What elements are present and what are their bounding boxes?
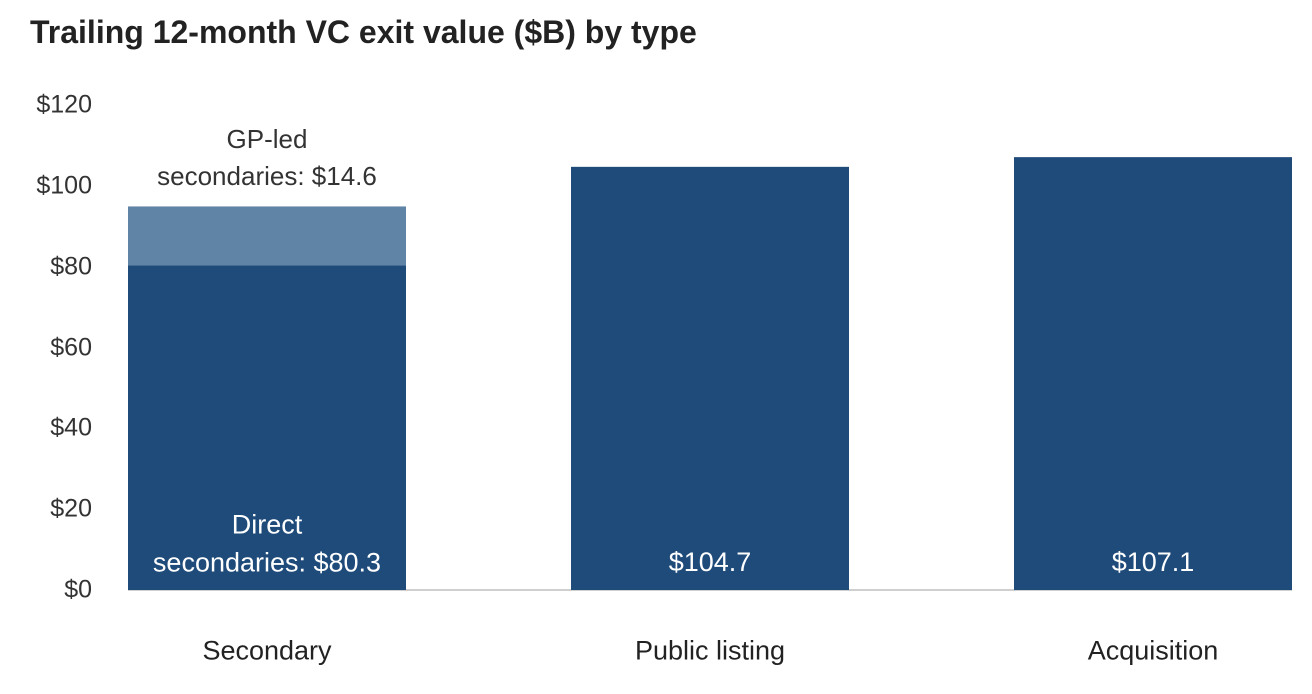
bar-segment (128, 265, 406, 590)
value-label: $107.1 (1111, 547, 1195, 578)
y-tick-label: $40 (50, 413, 92, 442)
y-tick-label: $0 (64, 575, 92, 604)
y-tick-label: $120 (36, 90, 92, 119)
y-tick-label: $80 (50, 252, 92, 281)
x-tick-label: Secondary (202, 635, 332, 666)
x-tick-label: Acquisition (1087, 635, 1219, 666)
bar-segment (128, 206, 406, 266)
value-label: Direct secondaries: $80.3 (152, 509, 382, 578)
y-tick-label: $60 (50, 333, 92, 361)
x-tick-label: Public listing (634, 635, 786, 666)
bar-segment (571, 166, 849, 590)
y-tick-label: $20 (50, 494, 92, 523)
chart-title: Trailing 12-month VC exit value ($B) by … (30, 14, 697, 50)
value-label: GP-led secondaries: $14.6 (157, 124, 377, 192)
bar-segment (1014, 157, 1292, 590)
y-tick-label: $100 (36, 171, 92, 200)
value-label: $104.7 (668, 547, 752, 578)
